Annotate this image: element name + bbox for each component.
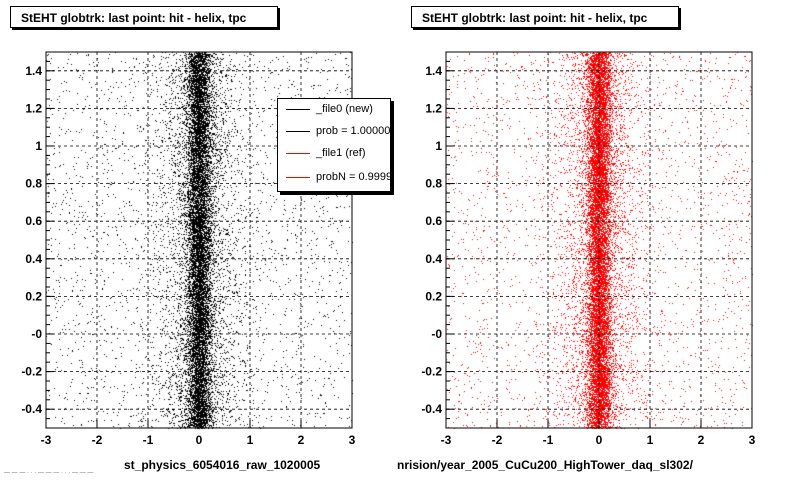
y-tick-label: -0.4 bbox=[21, 402, 42, 416]
y-tick-label: 0.2 bbox=[25, 289, 42, 303]
y-tick-label: -0.2 bbox=[21, 365, 42, 379]
y-tick-label: -0.4 bbox=[421, 402, 442, 416]
legend-entry-new: _file0 (new) bbox=[278, 101, 390, 119]
right-chart-title: StEHT globtrk: last point: hit - helix, … bbox=[411, 6, 679, 28]
left-plot-panel: -3 -2 -1 0 1 2 3 -0.4 -0.2 -0 0.2 0.4 0.6 0.8 1 1.2 1.4 bbox=[21, 51, 356, 447]
right-footer-label: nrision/year_2005_CuCu200_HighTower_daq_… bbox=[397, 458, 693, 472]
x-tick-label: 1 bbox=[247, 433, 254, 447]
legend-entry-prob: prob = 1.000000 bbox=[278, 123, 391, 141]
x-tick-label: -1 bbox=[143, 433, 154, 447]
y-tick-label: 0.8 bbox=[25, 177, 42, 191]
x-tick-label: 0 bbox=[596, 433, 603, 447]
y-tick-label: -0 bbox=[31, 327, 42, 341]
y-tick-label: 0.6 bbox=[25, 214, 42, 228]
legend-line-probn bbox=[286, 177, 310, 178]
legend-entry-probn: probN = 0.999960 bbox=[278, 169, 391, 187]
y-tick-label: -0.2 bbox=[421, 365, 442, 379]
y-tick-label: 0.6 bbox=[425, 214, 442, 228]
legend-box: _file0 (new) prob = 1.000000 _file1 (ref… bbox=[277, 98, 391, 192]
y-tick-label: 0.8 bbox=[425, 177, 442, 191]
legend-label-probn: probN = 0.999960 bbox=[316, 171, 391, 183]
x-tick-label: -1 bbox=[543, 433, 554, 447]
x-tick-label: 1 bbox=[647, 433, 654, 447]
legend-line-ref bbox=[286, 153, 310, 154]
y-tick-label: -0 bbox=[431, 327, 442, 341]
legend-line-new bbox=[286, 109, 310, 110]
x-tick-label: -3 bbox=[41, 433, 52, 447]
y-tick-label: 1.4 bbox=[425, 64, 442, 78]
x-tick-label: -2 bbox=[92, 433, 103, 447]
x-tick-label: 2 bbox=[698, 433, 705, 447]
legend-entry-ref: _file1 (ref) bbox=[278, 145, 390, 163]
y-tick-label: 1 bbox=[435, 139, 442, 153]
y-tick-label: 1.4 bbox=[25, 64, 42, 78]
y-tick-label: 0.4 bbox=[25, 252, 42, 266]
legend-label-ref: _file1 (ref) bbox=[316, 147, 366, 159]
y-tick-label: 1 bbox=[35, 139, 42, 153]
legend-line-prob bbox=[286, 131, 310, 132]
y-tick-label: 0.2 bbox=[425, 289, 442, 303]
x-tick-label: -2 bbox=[492, 433, 503, 447]
legend-label-prob: prob = 1.000000 bbox=[316, 125, 391, 137]
left-chart-title: StEHT globtrk: last point: hit - helix, … bbox=[10, 6, 278, 28]
y-tick-label: 1.2 bbox=[25, 101, 42, 115]
x-tick-label: 3 bbox=[349, 433, 356, 447]
x-tick-label: 0 bbox=[196, 433, 203, 447]
y-tick-label: 0.4 bbox=[425, 252, 442, 266]
x-tick-label: 3 bbox=[749, 433, 756, 447]
legend-label-new: _file0 (new) bbox=[316, 103, 373, 115]
right-plot-panel: -3 -2 -1 0 1 2 3 -0.4 -0.2 -0 0.2 0.4 0.6 0.8 1 1.2 1.4 bbox=[421, 51, 756, 447]
y-tick-label: 1.2 bbox=[425, 101, 442, 115]
x-tick-label: -3 bbox=[441, 433, 452, 447]
left-footer-label: st_physics_6054016_raw_1020005 bbox=[124, 458, 321, 472]
x-tick-label: 2 bbox=[298, 433, 305, 447]
bottom-left-note: — — — · · · — — — · · · — — — bbox=[4, 470, 94, 476]
